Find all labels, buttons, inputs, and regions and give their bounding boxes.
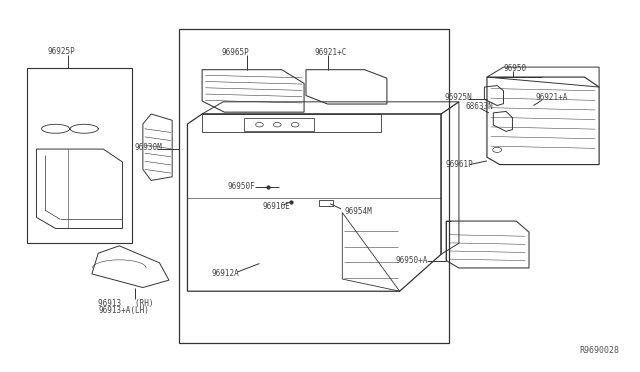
Text: 96921+A: 96921+A: [536, 93, 568, 102]
Text: 96950+A: 96950+A: [395, 256, 428, 265]
Text: 96916E: 96916E: [262, 202, 291, 211]
Text: R9690028: R9690028: [579, 346, 620, 355]
Text: 96950F: 96950F: [228, 182, 255, 191]
Text: 96913   (RH): 96913 (RH): [99, 299, 154, 308]
Text: 96912A: 96912A: [212, 269, 239, 278]
Bar: [179, 29, 449, 343]
Text: 96965P: 96965P: [221, 48, 249, 57]
Bar: [319, 200, 333, 206]
Text: 96921+C: 96921+C: [315, 48, 348, 57]
Text: 68633N: 68633N: [465, 102, 493, 111]
Bar: [202, 114, 381, 132]
Bar: [27, 68, 132, 243]
Text: 96954M: 96954M: [344, 206, 372, 216]
Text: 96961P: 96961P: [445, 160, 474, 169]
Text: 96930M: 96930M: [134, 143, 163, 152]
Text: 96925P: 96925P: [48, 47, 76, 56]
Text: 96913+A(LH): 96913+A(LH): [99, 306, 149, 315]
Bar: [244, 118, 314, 131]
Text: 96925N: 96925N: [444, 93, 472, 102]
Text: 96950: 96950: [504, 64, 527, 73]
